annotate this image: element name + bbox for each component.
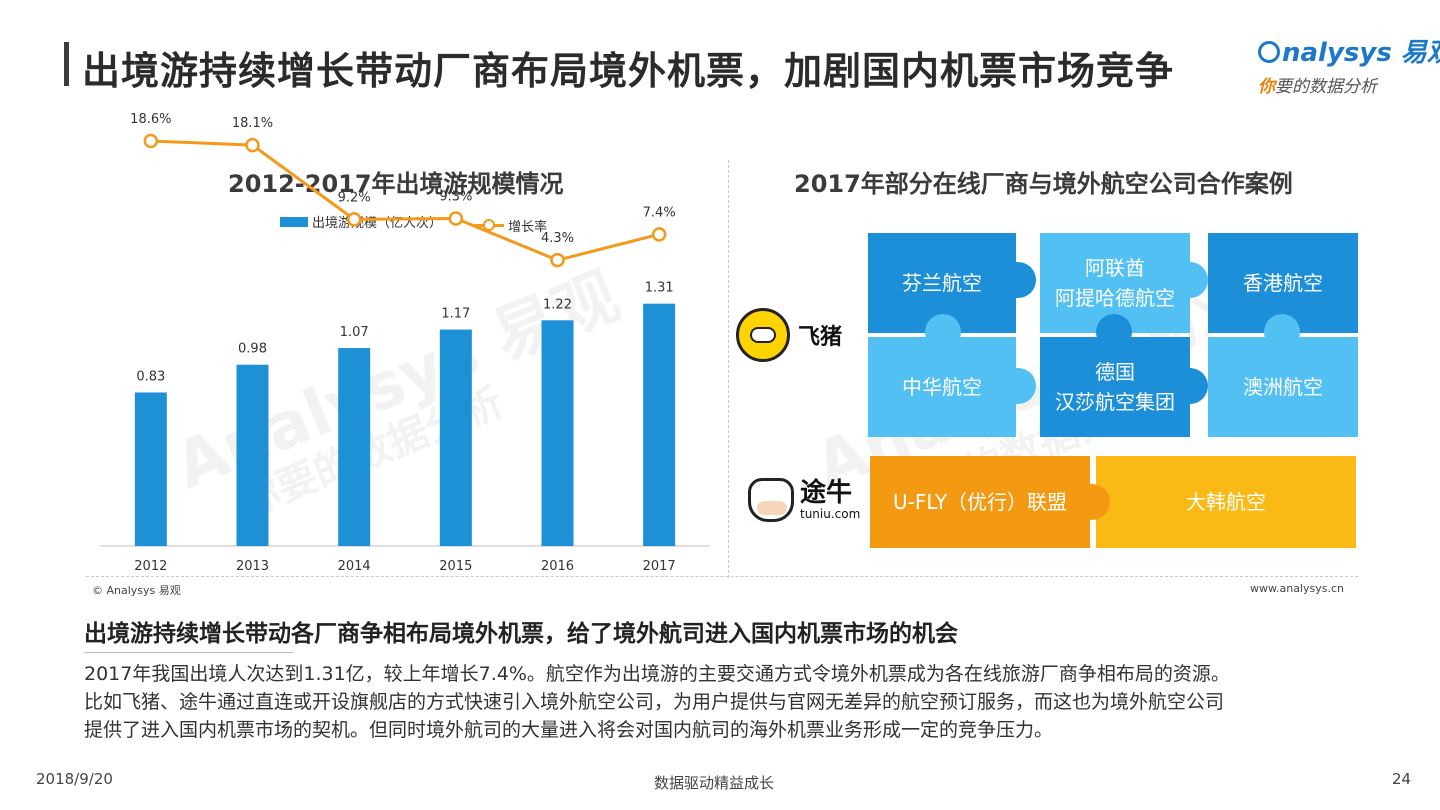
puzzle-knob <box>1000 262 1036 298</box>
airline-tile: 中华航空 <box>868 337 1016 437</box>
bar-data-label: 1.07 <box>340 325 369 340</box>
legend-swatch-line <box>474 218 505 231</box>
feizhu-name: 飞猪 <box>798 325 843 350</box>
airline-tile: 芬兰航空 <box>868 233 1016 333</box>
airline-tile: 阿联酋 阿提哈德航空 <box>1040 233 1190 333</box>
growth-rate-label: 18.1% <box>232 116 273 131</box>
logo-slogan-rest: 要的数据分析 <box>1275 77 1377 97</box>
chart-title: 2012-2017年出境游规模情况 <box>228 170 564 198</box>
bar <box>439 329 472 546</box>
footer-slogan: 数据驱动精益成长 <box>654 774 775 792</box>
page-date: 2018/9/20 <box>36 770 113 788</box>
puzzle-knob <box>1074 484 1110 520</box>
logo-brand-en: nalysys <box>1282 38 1392 68</box>
website-link: www.analysys.cn <box>1250 582 1344 595</box>
tuniu-name-en: tuniu.com <box>800 507 861 521</box>
x-tick-label: 2014 <box>338 559 371 574</box>
summary-underline <box>84 652 294 653</box>
logo-ring-icon <box>1258 41 1280 63</box>
puzzle-knob <box>925 314 961 350</box>
growth-rate-label: 7.4% <box>643 205 676 220</box>
footer-divider <box>86 576 1358 577</box>
tuniu-cow-icon <box>748 478 794 522</box>
growth-rate-label: 9.3% <box>439 190 472 205</box>
puzzle-knob <box>1172 262 1208 298</box>
airline-label: 中华航空 <box>902 375 982 399</box>
growth-rate-label: 18.6% <box>130 112 171 127</box>
feizhu-brand: 飞猪 <box>736 308 842 362</box>
logo-brand-cn: 易观 <box>1400 38 1440 68</box>
legend-swatch-bar <box>280 216 308 227</box>
puzzle-knob <box>1000 368 1036 404</box>
copyright: © Analysys 易观 <box>92 584 181 597</box>
tuniu-name-cn: 途牛 <box>800 478 853 508</box>
growth-rate-point <box>245 137 260 153</box>
logo-slogan-highlight: 你 <box>1258 77 1275 97</box>
alliance-tile: U-FLY（优行）联盟 <box>870 456 1090 548</box>
summary-line: 提供了进入国内机票市场的契机。但同时境外航司的大量进入将会对国内航司的海外机票业… <box>84 719 1054 741</box>
bar <box>541 320 574 546</box>
airline-tile: 澳洲航空 <box>1208 337 1358 437</box>
growth-rate-point <box>651 227 667 242</box>
x-tick-label: 2013 <box>236 559 269 574</box>
x-tick-label: 2015 <box>439 559 472 574</box>
logo-slogan: 你要的数据分析 <box>1258 72 1377 97</box>
puzzle-knob <box>1096 314 1132 350</box>
tuniu-name: 途牛 tuniu.com <box>800 479 860 521</box>
vertical-divider <box>728 160 729 578</box>
x-tick-label: 2016 <box>541 559 574 574</box>
growth-rate-point <box>550 252 565 268</box>
bar <box>643 303 676 546</box>
airline-label: 澳洲航空 <box>1243 375 1323 399</box>
tuniu-brand: 途牛 tuniu.com <box>748 478 860 522</box>
bar-data-label: 0.83 <box>136 369 165 384</box>
page-number: 24 <box>1392 770 1412 788</box>
bar <box>236 364 269 546</box>
airline-tile: 德国 汉莎航空集团 <box>1040 337 1190 437</box>
growth-rate-line <box>150 139 660 262</box>
analysys-logo: nalysys 易观 你要的数据分析 <box>1240 30 1440 100</box>
title-accent-bar <box>64 42 69 86</box>
legend-label-line: 增长率 <box>508 219 548 235</box>
airline-label: 阿联酋 阿提哈德航空 <box>1055 256 1175 310</box>
bar <box>134 392 167 546</box>
bar-data-label: 1.22 <box>543 297 572 312</box>
summary-heading: 出境游持续增长带动各厂商争相布局境外机票，给了境外航司进入国内机票市场的机会 <box>84 621 958 647</box>
bar-data-label: 0.98 <box>238 342 267 357</box>
airline-label: 大韩航空 <box>1186 490 1266 514</box>
growth-rate-point <box>448 211 464 226</box>
legend-item-line: 增长率 <box>474 216 547 235</box>
growth-rate-point <box>346 212 362 227</box>
x-tick-label: 2012 <box>134 559 167 574</box>
growth-rate-label: 9.2% <box>338 190 371 205</box>
cooperation-title: 2017年部分在线厂商与境外航空公司合作案例 <box>794 170 1293 198</box>
alliance-label: U-FLY（优行）联盟 <box>892 490 1068 514</box>
summary-line: 2017年我国出境人次达到1.31亿，较上年增长7.4%。航空作为出境游的主要交… <box>84 663 1230 685</box>
airline-label: 香港航空 <box>1243 271 1323 295</box>
airline-label: 德国 汉莎航空集团 <box>1055 360 1175 414</box>
bar-data-label: 1.17 <box>441 307 470 322</box>
summary-line: 比如飞猪、途牛通过直连或开设旗舰店的方式快速引入境外航空公司，为用户提供与官网无… <box>84 691 1225 713</box>
logo-top: nalysys 易观 <box>1258 32 1440 69</box>
puzzle-knob <box>1172 368 1208 404</box>
page-title: 出境游持续增长带动厂商布局境外机票，加剧国内机票市场竞争 <box>82 49 1175 93</box>
summary-body: 2017年我国出境人次达到1.31亿，较上年增长7.4%。航空作为出境游的主要交… <box>84 660 1374 744</box>
growth-rate-label: 4.3% <box>541 231 574 246</box>
bar <box>338 348 371 546</box>
feizhu-pig-icon <box>736 308 790 362</box>
airline-tile: 大韩航空 <box>1096 456 1356 548</box>
puzzle-knob <box>1264 314 1300 350</box>
growth-rate-point <box>143 133 159 149</box>
airline-label: 芬兰航空 <box>902 271 982 295</box>
x-tick-label: 2017 <box>643 559 676 574</box>
bar-data-label: 1.31 <box>645 281 674 296</box>
